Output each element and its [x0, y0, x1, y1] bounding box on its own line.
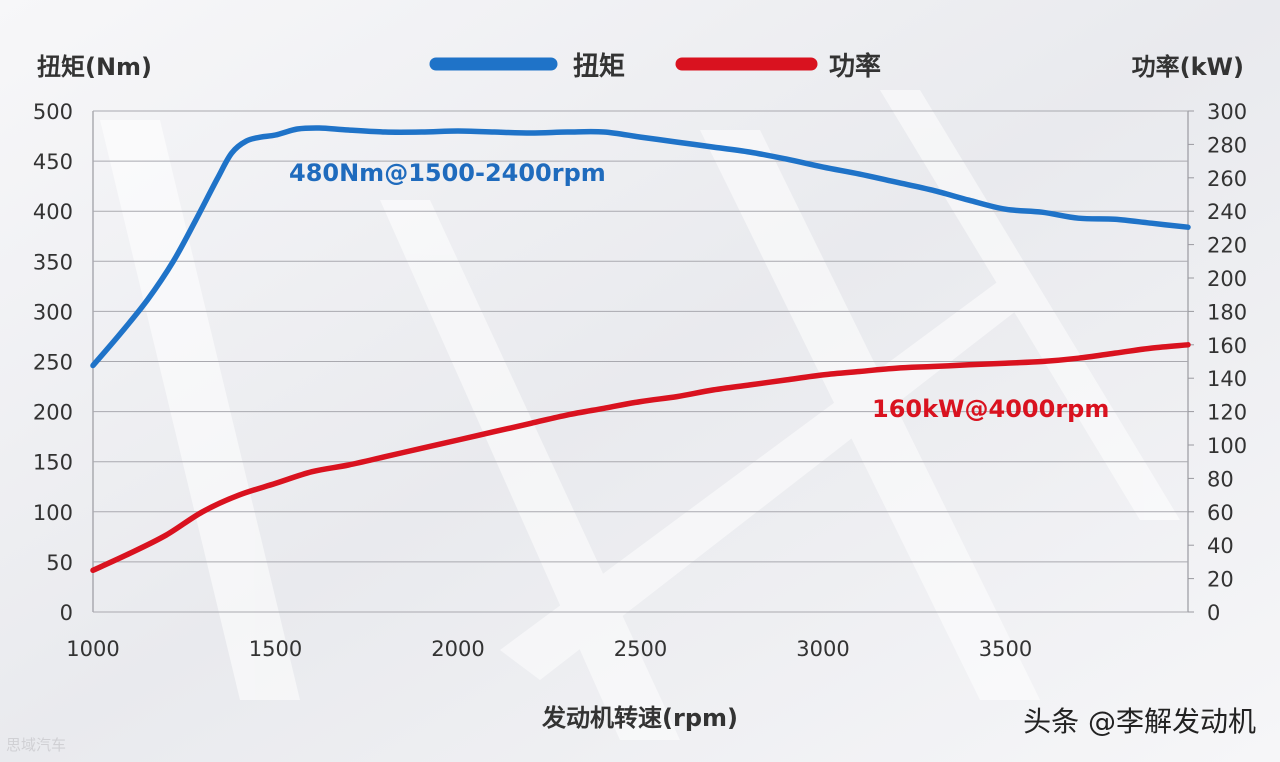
torque-annotation: 480Nm@1500-2400rpm — [289, 159, 606, 187]
y-right-tick-label: 0 — [1207, 601, 1220, 625]
y-right-tick-label: 240 — [1207, 200, 1247, 224]
y-right-tick-label: 120 — [1207, 401, 1247, 425]
source-mark: 思域汽车 — [6, 736, 66, 754]
y-right-tick-label: 140 — [1207, 367, 1247, 391]
y-left-tick-label: 200 — [33, 401, 73, 425]
y-left-axis-title: 扭矩(Nm) — [37, 53, 152, 81]
y-right-axis-title: 功率(kW) — [1132, 53, 1244, 81]
x-tick-label: 2000 — [431, 637, 484, 661]
power-annotation: 160kW@4000rpm — [872, 395, 1109, 423]
y-right-tick-label: 220 — [1207, 234, 1247, 258]
y-left-tick-label: 50 — [46, 551, 73, 575]
y-right-tick-label: 100 — [1207, 434, 1247, 458]
y-left-tick-label: 400 — [33, 200, 73, 224]
y-left-tick-label: 0 — [60, 601, 73, 625]
watermark-text: 头条 @李解发动机 — [1023, 705, 1256, 738]
legend: 扭矩 功率 — [429, 51, 881, 82]
y-right-tick-label: 20 — [1207, 568, 1234, 592]
y-right-tick-label: 80 — [1207, 467, 1234, 491]
y-left-tick-label: 100 — [33, 501, 73, 525]
x-tick-label: 2500 — [614, 637, 667, 661]
y-right-tick-label: 200 — [1207, 267, 1247, 291]
y-right-tick-label: 280 — [1207, 133, 1247, 157]
y-left-tick-label: 250 — [33, 351, 73, 375]
torque-series-line — [90, 125, 1191, 369]
x-tick-label: 1500 — [249, 637, 302, 661]
y-right-tick-labels: 0 20 40 60 80 100 120 140 160 180 200 220 240 260 280 3… — [1188, 100, 1247, 625]
y-right-tick-label: 300 — [1207, 100, 1247, 124]
y-right-tick-label: 40 — [1207, 534, 1234, 558]
y-left-tick-label: 150 — [33, 451, 73, 475]
y-right-tick-label: 160 — [1207, 334, 1247, 358]
x-tick-label: 3000 — [796, 637, 849, 661]
y-left-tick-label: 350 — [33, 250, 73, 274]
y-right-tick-label: 180 — [1207, 300, 1247, 324]
legend-power-label: 功率 — [829, 51, 881, 82]
y-left-tick-label: 450 — [33, 150, 73, 174]
y-left-tick-label: 300 — [33, 300, 73, 324]
y-right-tick-label: 60 — [1207, 501, 1234, 525]
y-right-tick-label: 260 — [1207, 167, 1247, 191]
grid-lines — [93, 110, 1188, 613]
legend-torque-label: 扭矩 — [573, 52, 625, 82]
y-left-tick-label: 500 — [33, 100, 73, 124]
x-tick-label: 1000 — [66, 637, 119, 661]
y-left-tick-labels: 0 50 100 150 200 250 300 350 400 450 500 — [33, 100, 73, 625]
x-tick-labels: 1000 1500 2000 2500 3000 3500 — [66, 637, 1032, 661]
power-series-line — [90, 342, 1191, 574]
x-tick-label: 3500 — [979, 637, 1032, 661]
x-axis-title: 发动机转速(rpm) — [541, 704, 738, 732]
